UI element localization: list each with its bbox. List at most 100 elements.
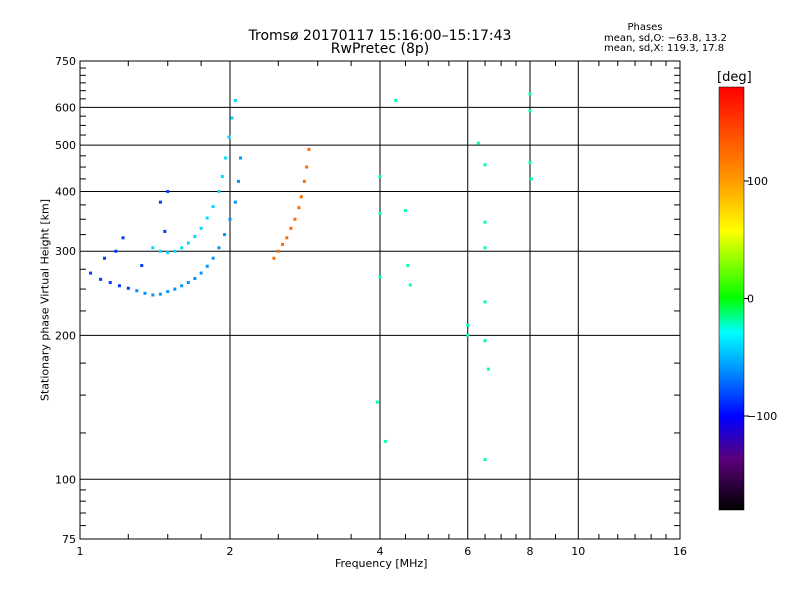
data-point [233, 99, 237, 103]
phase-legend-o-mode: mean, sd,O: −63.8, 13.2 [604, 33, 727, 44]
data-point [408, 283, 412, 287]
colorbar-tick-label: 0 [747, 293, 754, 306]
data-point [151, 293, 155, 297]
data-point [305, 165, 309, 169]
data-point [483, 339, 487, 343]
data-point [143, 291, 147, 295]
data-point [114, 249, 118, 253]
data-point [223, 233, 227, 237]
data-point [483, 163, 487, 167]
data-point [117, 284, 121, 288]
colorbar [718, 86, 745, 511]
data-point [217, 189, 221, 193]
data-point [173, 287, 177, 291]
x-tick-label: 1 [77, 545, 84, 558]
data-point [528, 92, 532, 96]
data-point [158, 200, 162, 204]
data-point [483, 246, 487, 250]
data-point [199, 271, 203, 275]
data-point [466, 333, 470, 337]
data-point [302, 179, 306, 183]
y-tick-label: 600 [55, 101, 76, 114]
data-point [228, 217, 232, 221]
data-point [378, 275, 382, 279]
colorbar-tick-label: −100 [747, 410, 777, 423]
chart-title: Tromsø 20170117 15:16:00–15:17:43 [248, 28, 512, 44]
data-point [205, 216, 209, 220]
data-point [466, 323, 470, 327]
data-point [476, 141, 480, 145]
data-point [285, 236, 289, 240]
data-point [297, 206, 301, 210]
data-point [483, 457, 487, 461]
y-tick-label: 300 [55, 245, 76, 258]
phase-legend-x-mode: mean, sd,X: 119.3, 17.8 [604, 43, 725, 54]
data-point [230, 116, 234, 120]
data-point [193, 277, 197, 281]
data-point [233, 200, 237, 204]
data-point [173, 249, 177, 253]
data-point [163, 229, 167, 233]
data-point [135, 289, 139, 293]
data-point [276, 249, 280, 253]
phase-legend-title: Phases [627, 22, 663, 33]
data-point [406, 264, 410, 268]
data-point [99, 277, 103, 281]
data-point [224, 156, 228, 160]
data-point [103, 256, 107, 260]
data-point [217, 246, 221, 250]
y-tick-label: 75 [62, 533, 76, 546]
data-point [211, 256, 215, 260]
data-point [299, 195, 303, 199]
data-point [375, 400, 379, 404]
data-point [186, 281, 190, 285]
data-point [227, 135, 231, 139]
data-point [378, 211, 382, 215]
data-point [483, 220, 487, 224]
data-point [272, 256, 276, 260]
data-point [281, 242, 285, 246]
data-point [239, 156, 243, 160]
data-point [383, 439, 387, 443]
y-tick-label: 200 [55, 329, 76, 342]
data-point [293, 217, 297, 221]
data-point [528, 109, 532, 113]
data-point [158, 249, 162, 253]
data-point [166, 189, 170, 193]
x-tick-label: 2 [227, 545, 234, 558]
y-tick-label: 750 [55, 55, 76, 68]
data-point [394, 99, 398, 103]
data-point [121, 236, 125, 240]
data-point [199, 226, 203, 230]
x-tick-label: 10 [571, 545, 585, 558]
data-point [140, 264, 144, 268]
data-point [166, 290, 170, 294]
data-point [108, 281, 112, 285]
x-tick-label: 4 [377, 545, 384, 558]
x-tick-label: 6 [464, 545, 471, 558]
data-point [205, 264, 209, 268]
data-point [289, 226, 293, 230]
data-point [158, 292, 162, 296]
data-point [307, 147, 311, 151]
data-point [529, 177, 533, 181]
colorbar-tick-label: 100 [747, 175, 768, 188]
y-tick-label: 100 [55, 473, 76, 486]
data-point [151, 246, 155, 250]
data-point [180, 284, 184, 288]
data-point [89, 271, 93, 275]
x-axis-label: Frequency [MHz] [335, 557, 428, 570]
data-point [378, 174, 382, 178]
data-point [180, 246, 184, 250]
data-point [483, 300, 487, 304]
data-point [528, 160, 532, 164]
data-point [486, 367, 490, 371]
x-tick-label: 8 [527, 545, 534, 558]
chart-subtitle: RwPretec (8p) [330, 41, 430, 57]
data-point [126, 286, 130, 290]
y-tick-label: 500 [55, 139, 76, 152]
data-point [403, 209, 407, 213]
y-tick-label: 400 [55, 185, 76, 198]
data-point [211, 205, 215, 209]
